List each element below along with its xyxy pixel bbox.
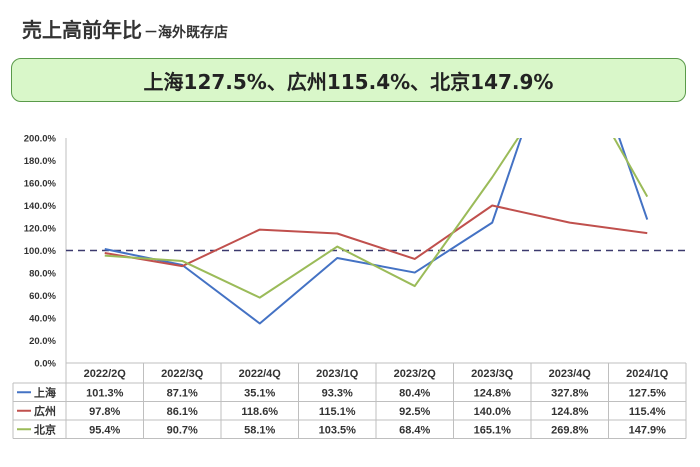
category-label: 2023/2Q [394,368,437,380]
legend-label-1: 広州 [34,404,56,418]
title-subtitle: －海外既存店 [144,25,228,41]
data-cell: 92.5% [399,406,430,418]
category-label: 2022/4Q [239,368,282,380]
data-cell: 140.0% [474,406,512,418]
data-cell: 165.1% [474,424,512,436]
category-label: 2023/3Q [471,368,514,380]
page-title: 売上高前年比 －海外既存店 [22,14,228,43]
data-cell: 87.1% [167,387,198,399]
data-cell: 147.9% [629,424,667,436]
y-tick-label: 200.0% [24,134,57,145]
title-main: 売上高前年比 [22,18,142,42]
data-cell: 124.8% [551,406,589,418]
category-label: 2023/4Q [549,368,592,380]
y-tick-label: 60.0% [29,291,56,302]
summary-banner-text: 上海127.5%、広州115.4%、北京147.9% [143,69,554,94]
y-tick-label: 180.0% [24,156,57,167]
data-cell: 93.3% [322,387,353,399]
data-cell: 115.1% [319,406,356,418]
data-cell: 118.6% [241,406,278,418]
y-tick-label: 0.0% [34,359,56,370]
data-cell: 90.7% [167,424,198,436]
series-line-2 [104,138,649,299]
series-line-1 [104,204,648,268]
data-cell: 97.8% [89,406,120,418]
data-cell: 124.8% [474,387,512,399]
data-cell: 103.5% [319,424,357,436]
y-tick-label: 140.0% [24,201,57,212]
y-tick-label: 160.0% [24,179,57,190]
category-label: 2022/3Q [161,368,204,380]
series-line-0 [104,138,649,325]
data-cell: 80.4% [399,387,430,399]
data-cell: 86.1% [167,406,198,418]
data-cell: 327.8% [551,387,589,399]
data-cell: 115.4% [629,406,666,418]
legend-label-2: 北京 [34,422,56,436]
legend-label-0: 上海 [34,385,56,399]
data-cell: 101.3% [86,387,124,399]
summary-banner: 上海127.5%、広州115.4%、北京147.9% [11,58,686,102]
category-label: 2024/1Q [626,368,669,380]
data-cell: 68.4% [399,424,430,436]
data-cell: 95.4% [89,424,120,436]
y-tick-label: 40.0% [29,314,56,325]
y-tick-label: 80.0% [29,269,56,280]
category-label: 2022/2Q [84,368,127,380]
data-cell: 35.1% [244,387,275,399]
data-cell: 58.1% [244,424,275,436]
data-cell: 127.5% [629,387,667,399]
data-cell: 269.8% [551,424,589,436]
y-tick-label: 20.0% [29,336,56,347]
category-label: 2023/1Q [316,368,359,380]
y-tick-label: 120.0% [24,224,57,235]
y-tick-label: 100.0% [24,246,57,257]
